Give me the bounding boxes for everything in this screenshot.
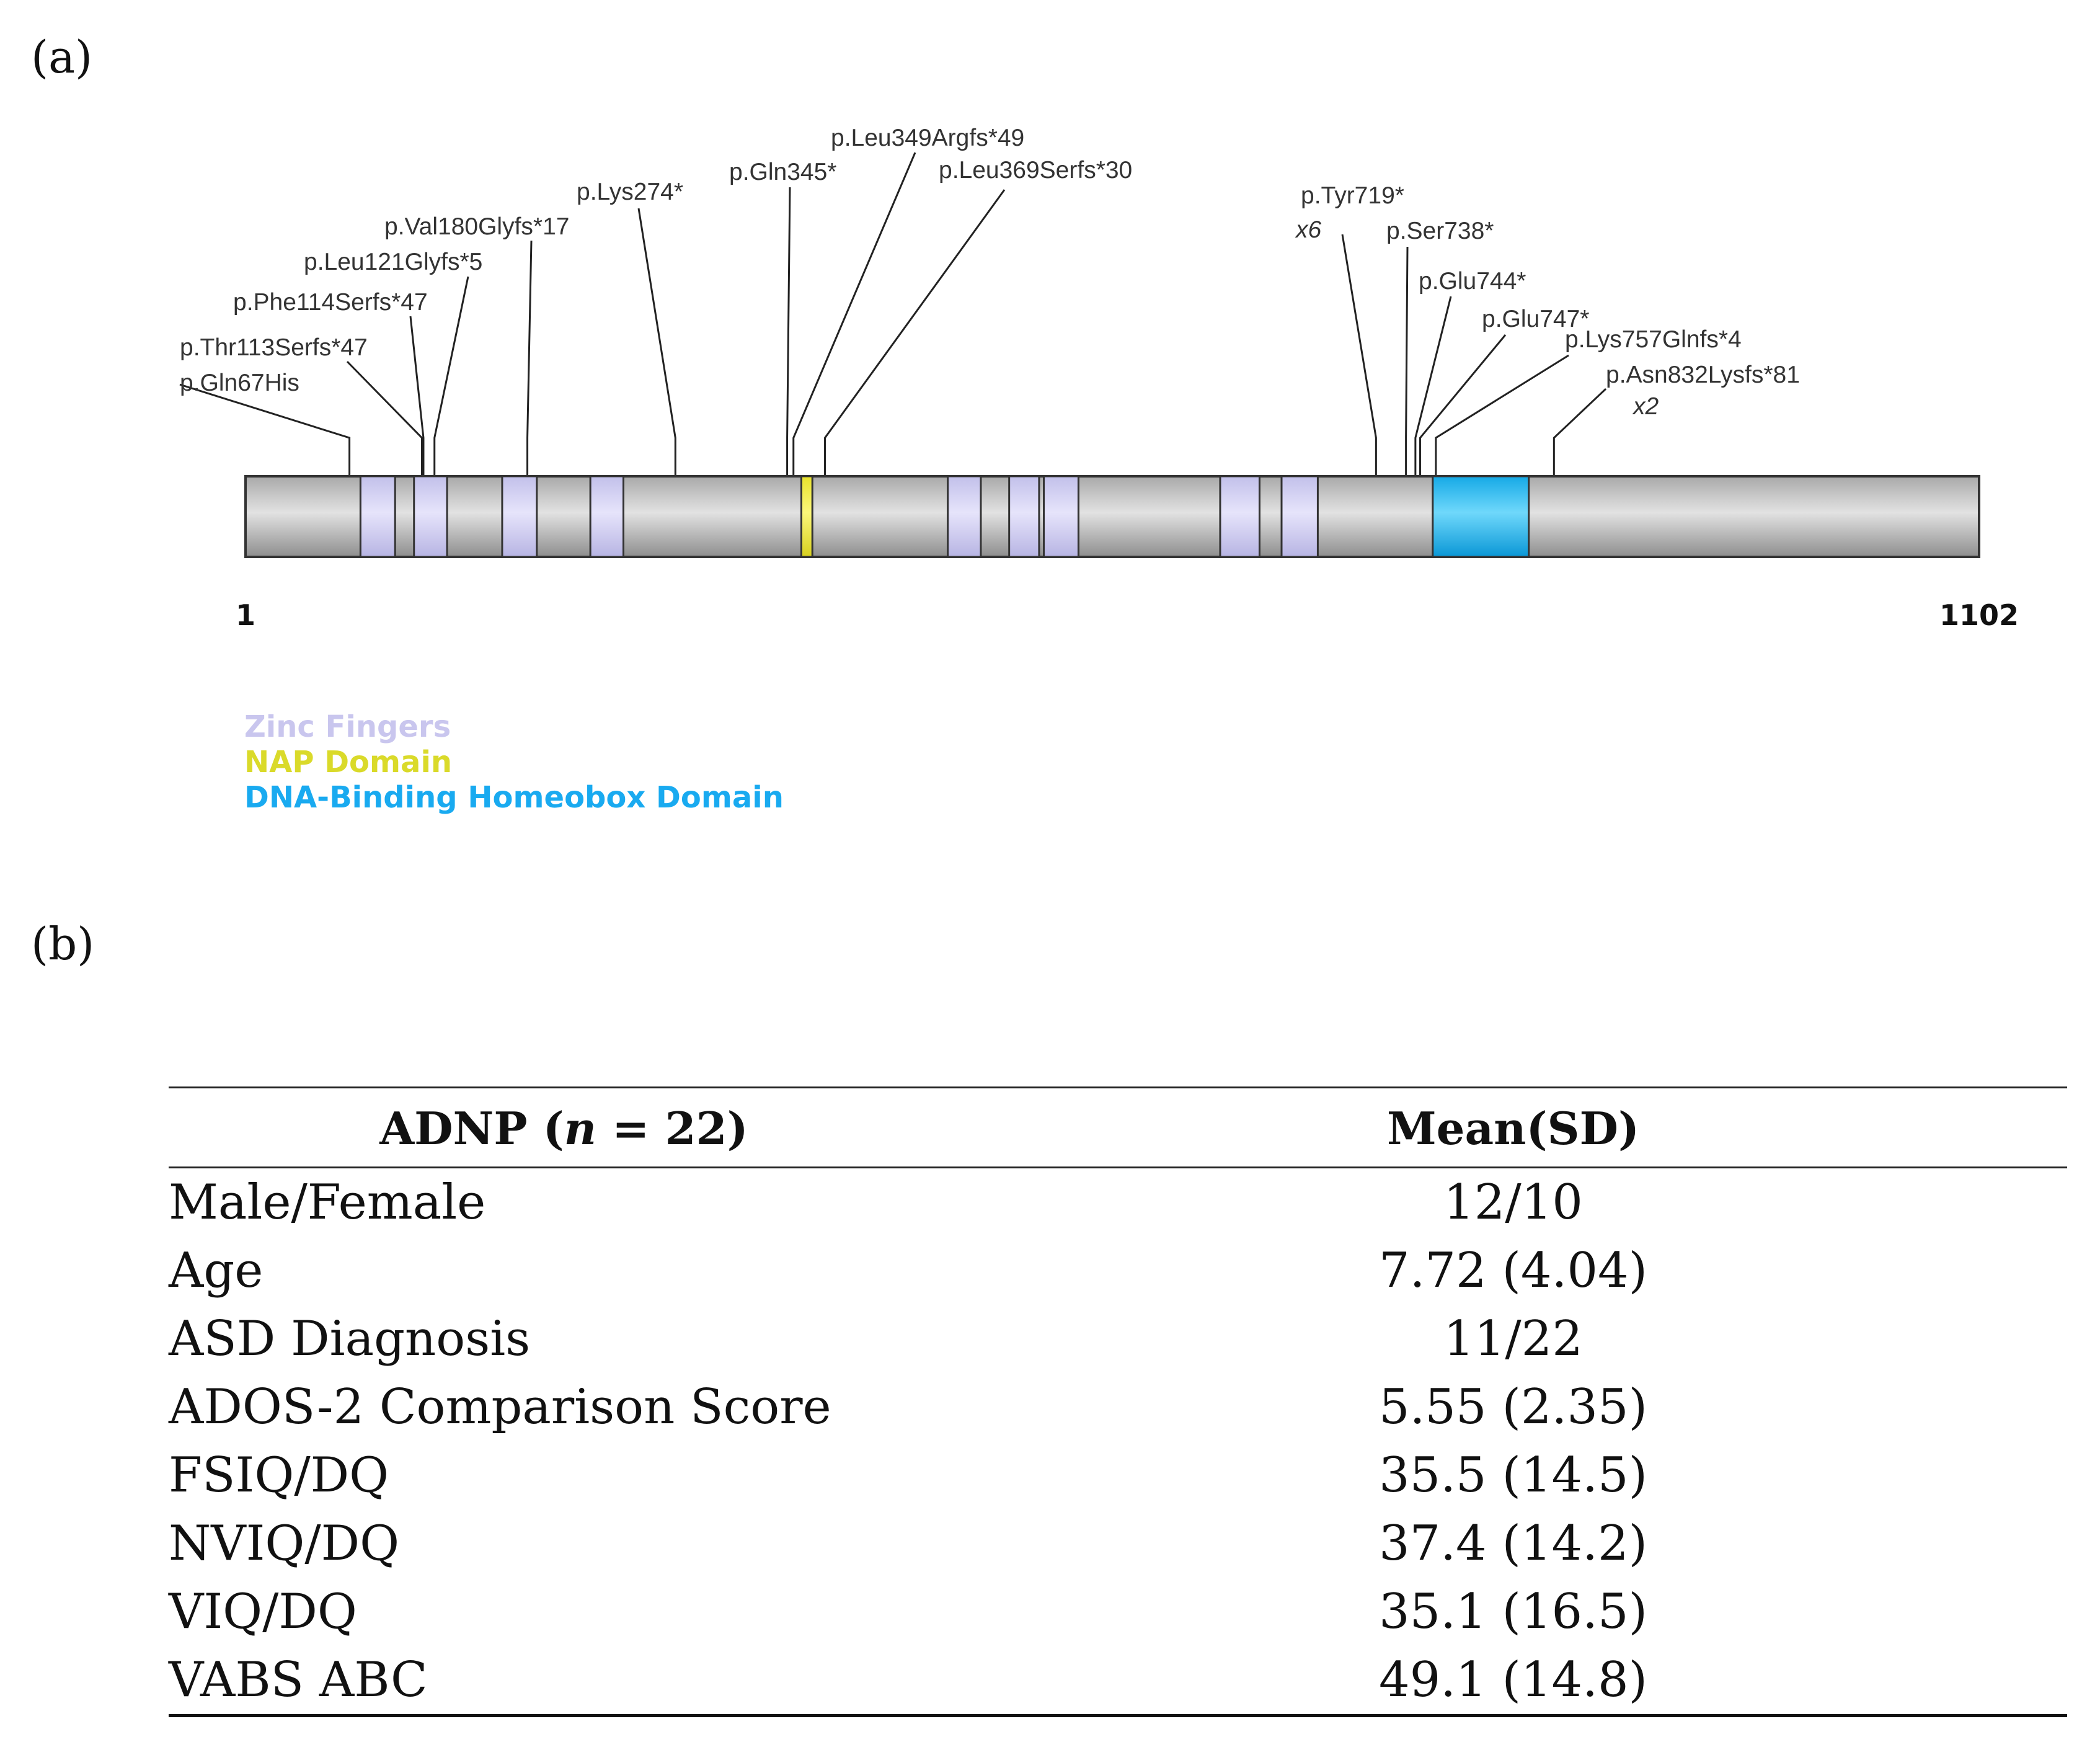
mutation-label: p.Thr113Serfs*47 — [180, 334, 368, 361]
row-value: 35.5 (14.5) — [1379, 1447, 1647, 1503]
table-row: ASD Diagnosis 11/22 — [169, 1305, 2067, 1373]
zinc-finger-domain — [413, 475, 448, 558]
protein-diagram: p.Gln67His p.Thr113Serfs*47 p.Phe114Serfs*… — [179, 125, 2019, 815]
mutation-leader-line — [409, 316, 425, 476]
mutation-label: p.Tyr719* — [1301, 182, 1404, 209]
row-value: 35.1 (16.5) — [1379, 1584, 1647, 1640]
row-measure: ASD Diagnosis — [169, 1311, 531, 1367]
mutation-leader-line — [526, 240, 533, 476]
mutation-label: p.Gln345* — [729, 159, 836, 185]
mutation-leader-line — [1435, 354, 1569, 476]
zinc-finger-domain — [589, 475, 624, 558]
mutation-leader-line — [1419, 334, 1507, 476]
nap-domain — [800, 475, 813, 558]
mutation-label: p.Leu369Serfs*30 — [939, 157, 1132, 184]
mutation-leader-line — [637, 208, 676, 476]
table-row: VABS ABC 49.1 (14.8) — [169, 1646, 2067, 1716]
row-value: 12/10 — [1443, 1175, 1583, 1230]
panel-a-label: (a) — [31, 31, 93, 83]
mutation-leader-line — [824, 189, 1006, 476]
zinc-finger-domain — [501, 475, 538, 558]
mutation-leader-line — [1414, 296, 1452, 476]
mutation-leader-line — [346, 360, 423, 476]
row-value: 37.4 (14.2) — [1379, 1516, 1647, 1571]
table-row: Male/Female 12/10 — [169, 1168, 2067, 1237]
row-measure: ADOS-2 Comparison Score — [169, 1379, 831, 1435]
mutation-leader-line — [433, 276, 469, 476]
mutation-count-note: x6 — [1295, 216, 1322, 243]
legend-zinc-fingers: Zinc Fingers — [244, 709, 451, 744]
panel-b-label: (b) — [31, 918, 95, 970]
mutation-label: p.Glu744* — [1419, 268, 1526, 295]
clinical-summary-table: ADNP (n = 22) Mean(SD) Male/Female 12/10 … — [169, 1087, 2067, 1717]
mutation-label: p.Lys274* — [577, 179, 683, 205]
row-measure: VABS ABC — [169, 1652, 428, 1708]
mutation-label: p.Lys757Glnfs*4 — [1565, 326, 1742, 353]
row-value: 5.55 (2.35) — [1379, 1379, 1647, 1435]
header-measure: ADNP (n = 22) — [379, 1101, 748, 1155]
zinc-finger-domain — [1008, 475, 1040, 558]
mutation-label: p.Leu121Glyfs*5 — [304, 249, 482, 275]
table-row: ADOS-2 Comparison Score 5.55 (2.35) — [169, 1373, 2067, 1441]
mutation-leader-line — [1553, 388, 1607, 476]
row-measure: FSIQ/DQ — [169, 1447, 389, 1503]
legend: Zinc Fingers NAP Domain DNA-Binding Home… — [244, 709, 784, 815]
mutation-label: p.Phe114Serfs*47 — [233, 289, 428, 316]
zinc-finger-domain — [1219, 475, 1260, 558]
header-mean-sd: Mean(SD) — [1386, 1101, 1640, 1155]
row-value: 7.72 (4.04) — [1379, 1243, 1647, 1299]
zinc-finger-domain — [359, 475, 396, 558]
row-value: 11/22 — [1443, 1311, 1583, 1367]
start-position-label: 1 — [236, 598, 255, 632]
mutation-leader-line — [792, 152, 916, 476]
homeobox-domain — [1432, 475, 1530, 558]
mutation-leader-line — [1405, 246, 1409, 476]
end-position-label: 1102 — [1939, 598, 2019, 632]
mutation-leader-line — [786, 187, 791, 476]
mutation-label: p.Gln67His — [180, 370, 299, 396]
row-measure: NVIQ/DQ — [169, 1516, 400, 1571]
mutation-label: p.Asn832Lysfs*81 — [1606, 362, 1800, 388]
zinc-finger-domain — [1280, 475, 1319, 558]
mutation-label: p.Glu747* — [1482, 306, 1589, 332]
row-measure: Age — [169, 1243, 264, 1299]
legend-homeobox-domain: DNA-Binding Homeobox Domain — [244, 780, 784, 815]
row-value: 49.1 (14.8) — [1379, 1652, 1647, 1708]
mutation-leader-line — [179, 383, 351, 476]
row-measure: VIQ/DQ — [169, 1584, 357, 1640]
mutation-label: p.Val180Glyfs*17 — [384, 213, 569, 240]
row-measure: Male/Female — [169, 1175, 486, 1230]
table-row: VIQ/DQ 35.1 (16.5) — [169, 1578, 2067, 1646]
legend-nap-domain: NAP Domain — [244, 745, 452, 780]
mutation-label: p.Ser738* — [1386, 218, 1494, 244]
mutation-label: p.Leu349Argfs*49 — [831, 125, 1024, 151]
table-row: Age 7.72 (4.04) — [169, 1237, 2067, 1305]
mutation-leader-line — [1341, 234, 1377, 476]
table-row: FSIQ/DQ 35.5 (14.5) — [169, 1441, 2067, 1509]
zinc-finger-domain — [1043, 475, 1079, 558]
zinc-finger-domain — [947, 475, 982, 558]
mutation-count-note: x2 — [1632, 393, 1659, 420]
table-header-row: ADNP (n = 22) Mean(SD) — [169, 1087, 2067, 1168]
table-row: NVIQ/DQ 37.4 (14.2) — [169, 1509, 2067, 1578]
